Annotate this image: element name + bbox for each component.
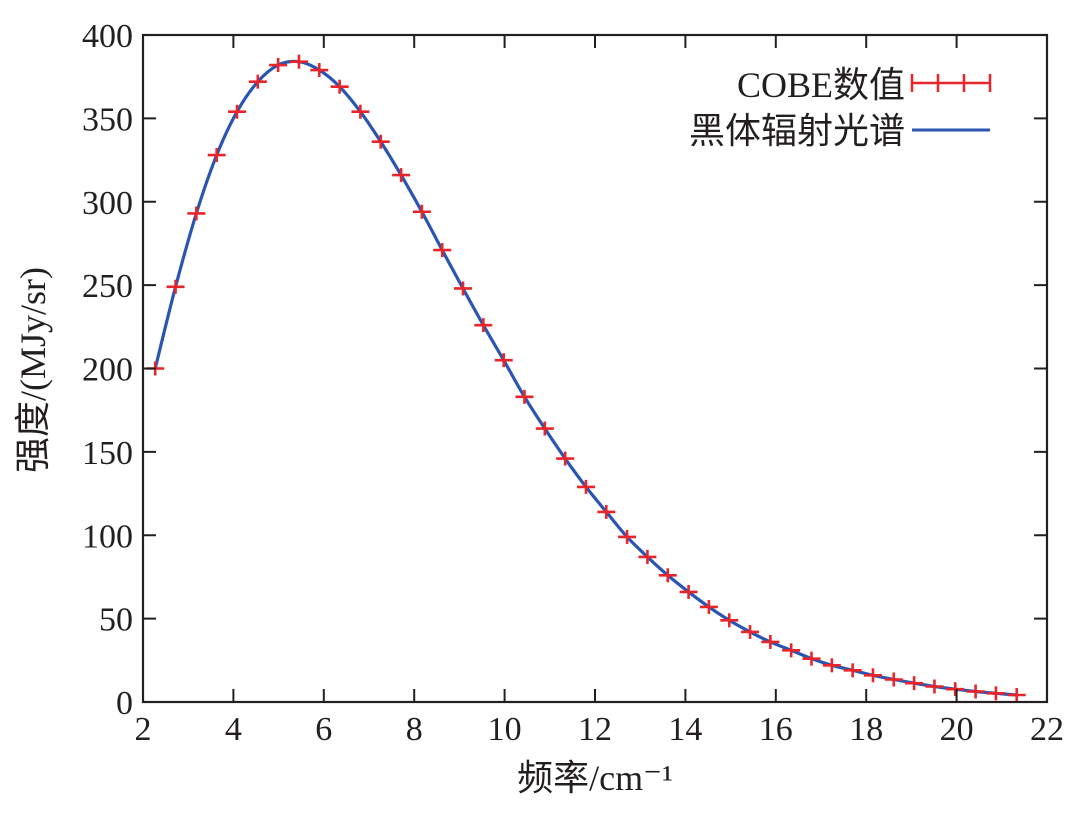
data-point-cobe: [454, 281, 473, 296]
y-axis-label: 强度/(MJy/sr): [13, 267, 53, 473]
y-tick-label: 100: [82, 518, 133, 555]
data-point-cobe: [207, 148, 226, 163]
x-axis-ticks: 2 4 6 8 10 12 14 16 18 20 22: [135, 35, 1064, 748]
data-point-cobe: [515, 389, 534, 404]
data-point-cobe: [556, 451, 575, 466]
data-point-cobe: [782, 643, 801, 658]
data-point-cobe: [474, 318, 493, 333]
data-point-cobe: [905, 676, 924, 691]
data-point-cobe: [986, 686, 1005, 701]
y-tick-label: 150: [82, 435, 133, 472]
x-tick-label: 8: [406, 711, 423, 748]
data-point-cobe: [187, 206, 206, 221]
data-point-cobe: [371, 134, 390, 149]
data-point-cobe: [618, 529, 637, 544]
data-point-cobe: [535, 421, 554, 436]
data-point-cobe: [741, 624, 760, 639]
data-point-cobe: [351, 104, 370, 119]
data-point-cobe: [248, 74, 267, 89]
data-point-cobe: [392, 168, 411, 183]
y-tick-label: 200: [82, 352, 133, 389]
data-point-cobe: [699, 599, 718, 614]
data-point-cobe: [802, 651, 821, 666]
data-point-cobe: [433, 243, 452, 258]
x-axis-label: 频率/cm⁻¹: [517, 758, 673, 798]
y-tick-label: 400: [82, 18, 133, 55]
y-tick-label: 350: [82, 101, 133, 138]
x-tick-label: 16: [759, 711, 793, 748]
plot-frame: [141, 33, 1049, 704]
data-point-cobe: [412, 204, 431, 219]
y-tick-label: 250: [82, 268, 133, 305]
plot-border: [141, 33, 1049, 704]
series-line-blackbody: [153, 59, 1017, 697]
data-point-cobe: [228, 104, 247, 119]
data-point-cobe: [289, 54, 308, 69]
x-tick-label: 10: [488, 711, 522, 748]
x-tick-label: 4: [225, 711, 242, 748]
data-point-cobe: [658, 568, 677, 583]
x-tick-label: 18: [849, 711, 883, 748]
data-point-cobe: [720, 613, 739, 628]
data-point-cobe: [822, 658, 841, 673]
data-point-cobe: [166, 279, 185, 294]
data-point-cobe: [638, 549, 657, 564]
y-tick-label: 0: [116, 685, 133, 722]
data-point-cobe: [1007, 687, 1026, 702]
x-tick-label: 20: [940, 711, 974, 748]
y-tick-label: 300: [82, 185, 133, 222]
data-point-cobe: [494, 353, 513, 368]
data-point-cobe: [269, 58, 288, 73]
data-point-cobe: [966, 684, 985, 699]
legend: COBE数值 黑体辐射光谱: [689, 65, 992, 151]
data-point-cobe: [843, 663, 862, 678]
data-point-cobe: [863, 668, 882, 683]
x-tick-label: 6: [315, 711, 332, 748]
data-point-cobe: [884, 672, 903, 687]
data-point-cobe: [946, 682, 965, 697]
x-tick-label: 12: [578, 711, 612, 748]
x-tick-label: 22: [1030, 711, 1064, 748]
legend-marker-cobe: [910, 74, 992, 92]
data-point-cobe: [925, 679, 944, 694]
data-point-cobe: [330, 79, 349, 94]
data-point-cobe: [679, 584, 698, 599]
legend-label-cobe: COBE数值: [737, 65, 905, 105]
data-point-cobe: [576, 479, 595, 494]
y-axis-ticks: 0 50 100 150 200 250 300 350 400: [82, 18, 1047, 722]
legend-label-blackbody: 黑体辐射光谱: [689, 111, 905, 151]
y-tick-label: 50: [99, 602, 133, 639]
data-point-cobe: [597, 504, 616, 519]
x-tick-label: 2: [135, 711, 152, 748]
data-point-cobe: [310, 63, 329, 78]
data-point-cobe: [761, 634, 780, 649]
plot-area: [146, 54, 1026, 702]
x-tick-label: 14: [668, 711, 702, 748]
